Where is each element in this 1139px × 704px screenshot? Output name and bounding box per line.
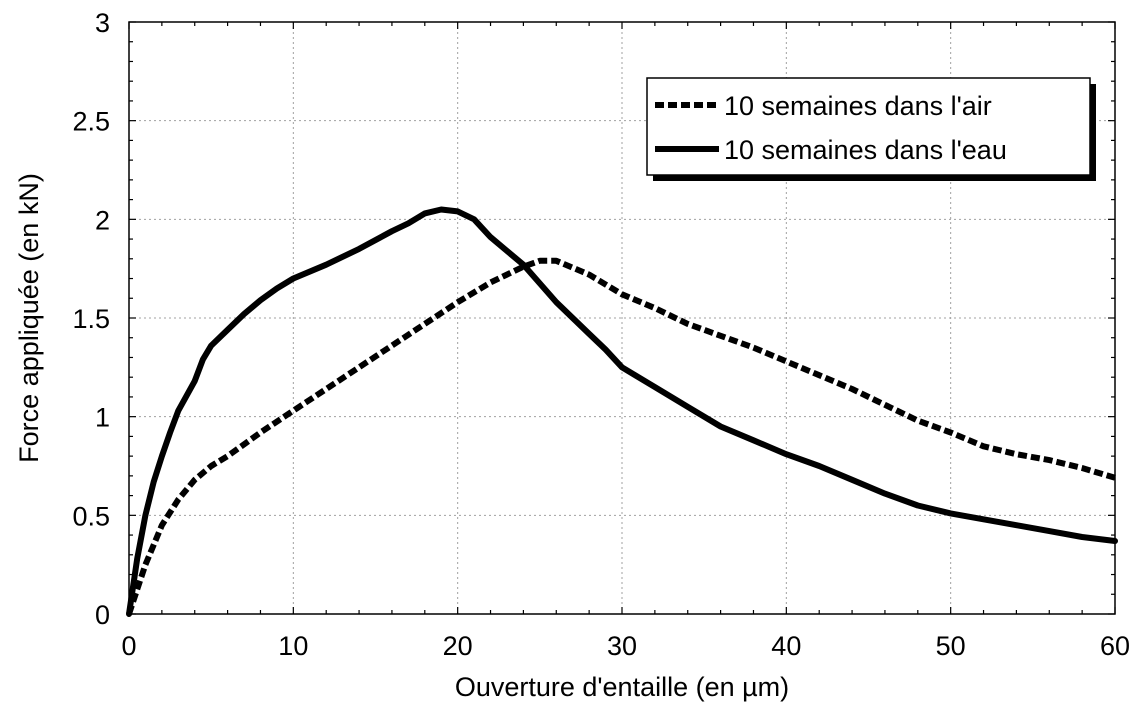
y-axis-title: Force appliquée (en kN): [14, 173, 44, 463]
x-tick-label: 10: [278, 631, 308, 661]
legend-box: [646, 77, 1091, 176]
y-tick-label: 2.5: [72, 107, 110, 137]
y-tick-label: 1.5: [72, 304, 110, 334]
y-tick-labels: 0 0.5 1 1.5 2 2.5 3: [72, 8, 110, 630]
axis-ticks: [128, 21, 1116, 615]
legend: 10 semaines dans l'air 10 semaines dans …: [646, 77, 1096, 181]
series-line-air: [126, 257, 1116, 615]
y-tick-label: 1: [95, 403, 110, 433]
x-tick-labels: 0 10 20 30 40 50 60: [121, 631, 1130, 661]
x-tick-label: 20: [443, 631, 473, 661]
y-tick-label: 2: [95, 205, 110, 235]
legend-entry-air: 10 semaines dans l'air: [724, 91, 992, 121]
x-tick-label: 0: [121, 631, 136, 661]
series-lines: [126, 206, 1118, 617]
series-line-eau: [126, 206, 1118, 617]
y-tick-label: 3: [95, 8, 110, 38]
x-tick-label: 50: [936, 631, 966, 661]
x-axis-title: Ouverture d'entaille (en µm): [455, 672, 789, 702]
y-tick-label: 0: [95, 600, 110, 630]
x-tick-label: 60: [1100, 631, 1130, 661]
y-tick-label: 0.5: [72, 501, 110, 531]
x-tick-label: 40: [771, 631, 801, 661]
legend-entry-eau: 10 semaines dans l'eau: [724, 135, 1007, 165]
x-tick-label: 30: [607, 631, 637, 661]
